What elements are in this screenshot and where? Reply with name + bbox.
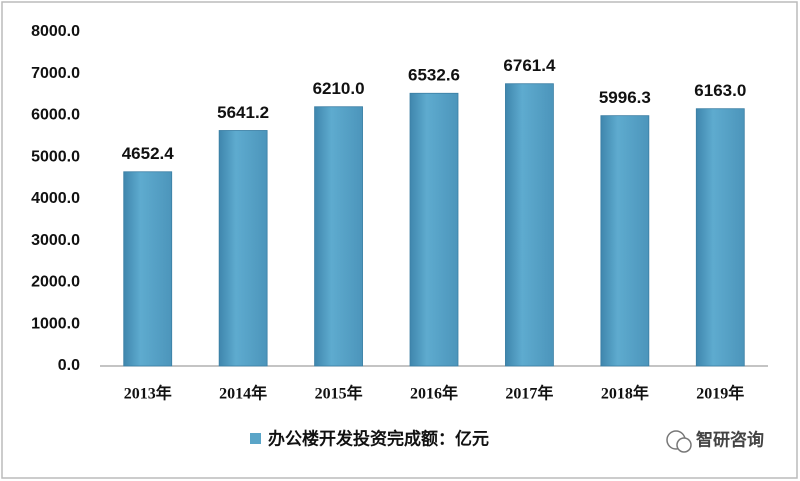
y-tick-label: 0.0: [58, 357, 80, 374]
bar: [314, 106, 363, 367]
x-tick-label: 2016年: [410, 384, 458, 403]
value-label: 6761.4: [503, 56, 556, 75]
value-label: 6210.0: [313, 79, 365, 98]
watermark: 智研咨询: [666, 429, 764, 453]
x-tick-label: 2015年: [315, 384, 363, 403]
x-tick-label: 2018年: [601, 384, 649, 403]
y-tick-label: 2000.0: [31, 274, 80, 291]
legend-swatch: [250, 433, 261, 444]
value-label: 5996.3: [599, 88, 651, 107]
x-tick-label: 2014年: [219, 384, 267, 403]
value-label: 6532.6: [408, 66, 460, 85]
watermark-text: 智研咨询: [696, 429, 764, 449]
value-label: 4652.4: [122, 144, 175, 163]
y-tick-label: 3000.0: [31, 232, 80, 249]
value-label: 5641.2: [217, 103, 269, 122]
bar: [695, 108, 745, 367]
bar: [123, 171, 173, 367]
y-tick-label: 7000.0: [31, 65, 80, 82]
bar: [218, 130, 268, 367]
bar: [505, 83, 554, 367]
bar: [409, 92, 459, 367]
value-label: 6163.0: [694, 81, 746, 100]
y-tick-label: 1000.0: [31, 315, 80, 332]
y-tick-label: 4000.0: [31, 190, 80, 207]
y-tick-label: 5000.0: [31, 148, 80, 165]
x-tick-label: 2017年: [505, 384, 553, 403]
y-tick-label: 6000.0: [31, 107, 80, 124]
legend-label: 办公楼开发投资完成额：亿元: [268, 428, 489, 448]
bar: [600, 115, 650, 367]
x-tick-label: 2013年: [124, 384, 172, 403]
x-tick-label: 2019年: [696, 384, 744, 403]
y-tick-label: 8000.0: [31, 23, 80, 40]
